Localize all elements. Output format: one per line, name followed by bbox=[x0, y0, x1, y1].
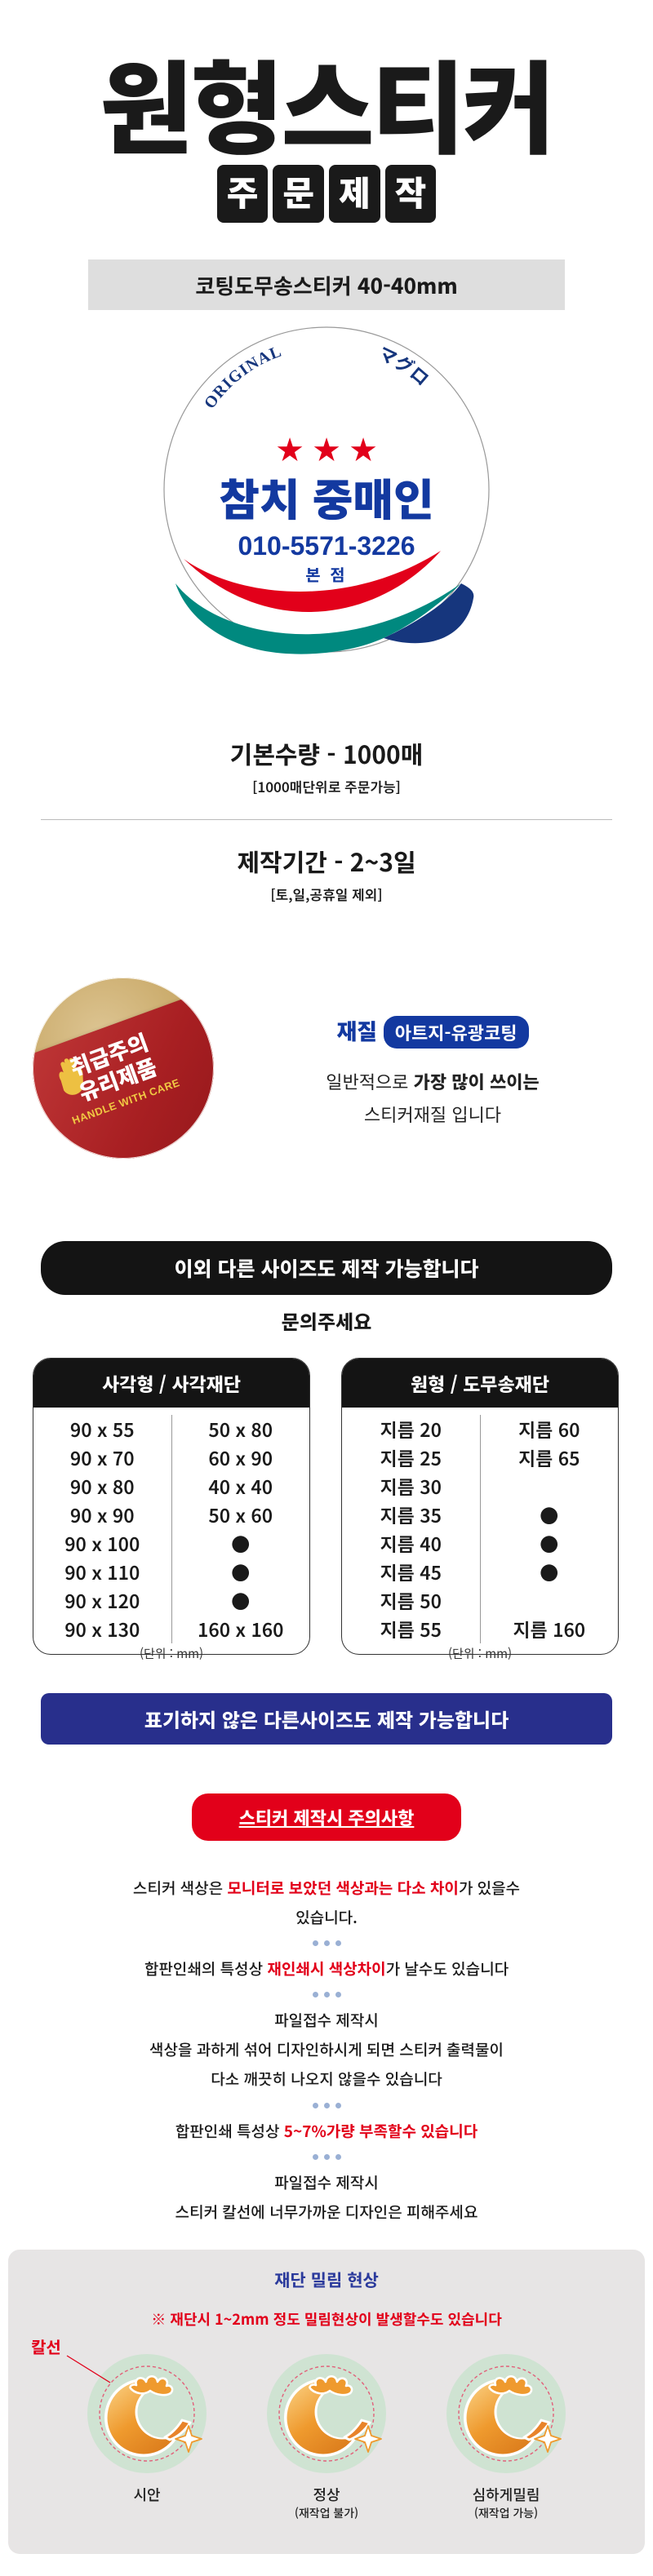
svg-text:본 점: 본 점 bbox=[305, 562, 347, 586]
svg-text:★: ★ bbox=[312, 432, 341, 468]
svg-text:참치 중매인: 참치 중매인 bbox=[219, 464, 434, 529]
svg-text:★: ★ bbox=[349, 432, 378, 468]
svg-text:010-5571-3226: 010-5571-3226 bbox=[238, 531, 415, 561]
svg-text:★: ★ bbox=[275, 432, 304, 468]
